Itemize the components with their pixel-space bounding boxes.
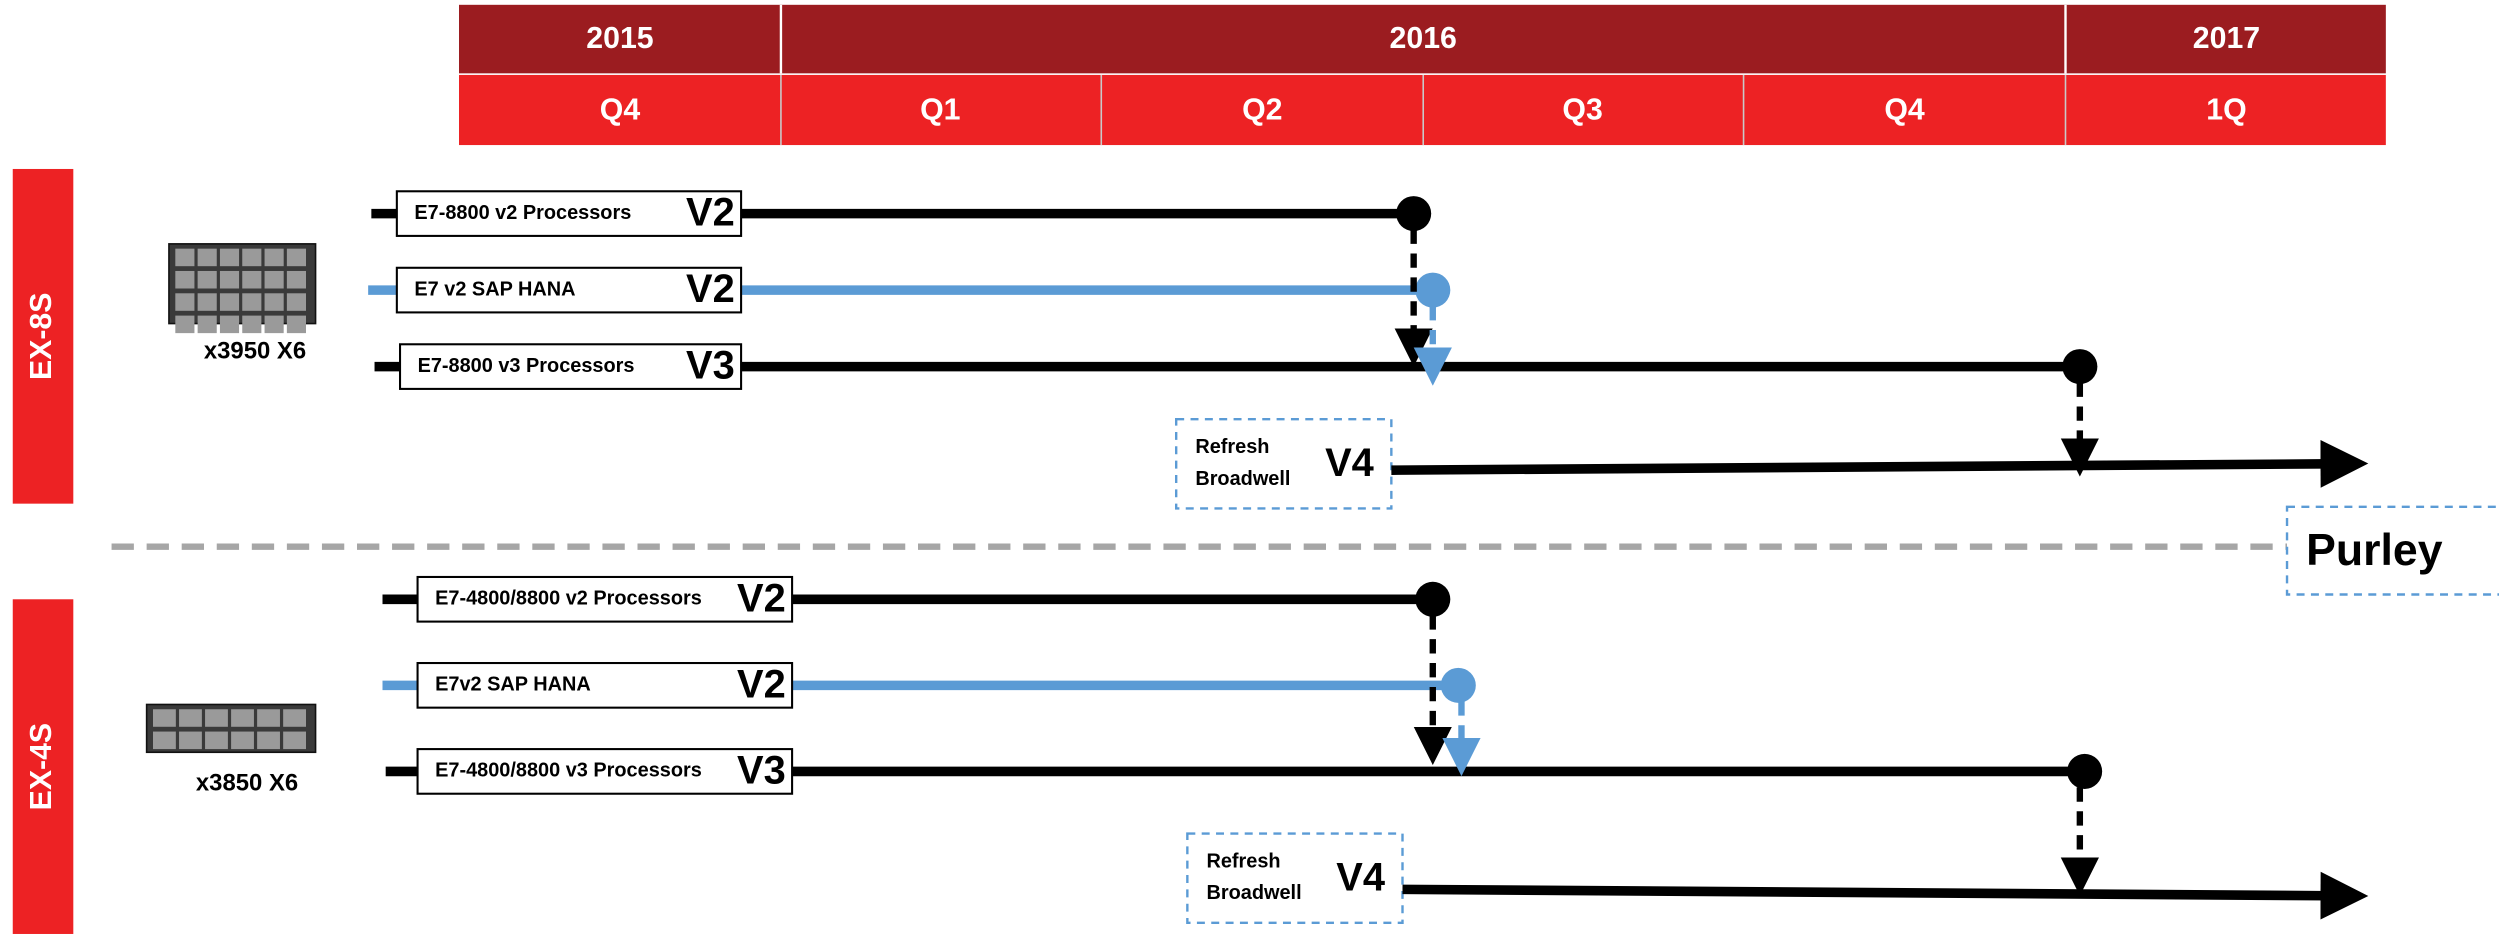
server-bay [175,315,195,334]
row-box [395,266,743,314]
server-bay [205,709,228,727]
refresh-version: V4 [1325,441,1374,485]
server-bay [264,315,284,334]
server-bay [175,248,195,267]
section-label: EX-8S [25,293,58,380]
server-label: x3850 X6 [196,769,298,796]
row-version: V2 [686,267,735,311]
server-bay [242,248,262,267]
server-label: x3950 X6 [204,338,306,365]
server-bay [197,315,217,334]
end-dot [1440,667,1476,703]
server-bay [242,270,262,289]
row-name: E7 v2 SAP HANA [414,278,575,300]
server-bay [175,270,195,289]
row-name: E7-8800 v2 Processors [414,202,631,224]
server-bay [153,731,176,750]
server-bay [286,248,306,267]
server-bay [242,293,262,311]
refresh-box [1174,417,1393,510]
server-bay [219,315,240,334]
row-box [416,748,794,795]
server-bay [219,270,240,289]
quarter: Q4 [1884,94,1925,127]
server-bay [179,709,202,727]
server-bay [197,270,217,289]
section-band [12,168,74,504]
row-name: E7-4800/8800 v2 Processors [435,588,702,610]
refresh-name: Refresh Broadwell [1206,851,1301,905]
end-dot [2062,349,2098,385]
refresh-timeline [1402,871,2369,920]
refresh-version: V4 [1336,855,1385,899]
server-bay [175,293,195,311]
server-bay [242,315,262,334]
row-box [395,190,743,237]
server-bay [231,709,254,727]
quarter: Q2 [1242,94,1282,127]
quarter: 1Q [2206,94,2246,127]
end-dot [1415,272,1451,308]
header: 2015 2016 2017 Q4 Q1 Q2 Q3 Q4 1Q [459,4,2386,146]
quarter: Q4 [600,94,641,127]
server-bay [219,293,240,311]
row-name: E7v2 SAP HANA [435,674,591,696]
row-name: E7-4800/8800 v3 Processors [435,760,702,782]
server-bay [205,731,228,750]
server-bay [283,709,306,727]
refresh-timeline [1391,439,2369,488]
server-bay [257,709,280,727]
row-version: V2 [737,662,786,706]
refresh-name: Refresh Broadwell [1195,436,1290,490]
row-version: V3 [737,749,786,793]
section-label: EX-4S [25,723,58,810]
server-bay [286,315,306,334]
refresh-box [1186,832,1404,925]
server-bay [286,270,306,289]
row-version: V2 [737,576,786,620]
server-bay [179,731,202,750]
server-bay [257,731,280,750]
row-box [416,575,794,623]
end-dot [1415,581,1451,617]
server-bay [264,270,284,289]
row-name: E7-8800 v3 Processors [418,355,635,377]
purley-label: Purley [2306,526,2443,575]
server-bay [219,248,240,267]
server-bay [231,731,254,750]
end-dot [2067,753,2103,789]
server-bay [197,293,217,311]
section-band [12,599,74,934]
quarter: Q1 [920,94,960,127]
row-box [416,661,794,709]
row-version: V3 [686,344,735,388]
server-bay [264,248,284,267]
row-box [398,343,743,390]
server-bay [197,248,217,267]
year: 2017 [2193,22,2260,55]
server-bay [153,709,176,727]
year: 2016 [1390,22,1457,55]
server-bay [283,731,306,750]
year: 2015 [586,22,653,55]
purley-box [2285,505,2499,596]
server-bay [264,293,284,311]
quarter: Q3 [1562,94,1602,127]
server-bay [286,293,306,311]
row-version: V2 [686,191,735,235]
end-dot [1396,196,1432,232]
